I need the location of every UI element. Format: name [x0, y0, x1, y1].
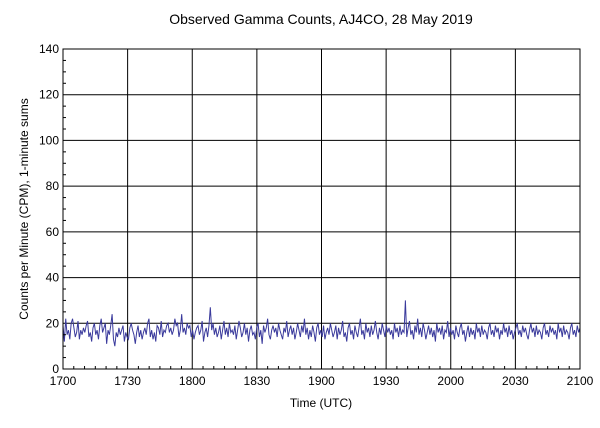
x-tick-label: 2030: [502, 374, 529, 388]
x-tick-label: 1730: [114, 374, 141, 388]
x-tick-label: 1830: [244, 374, 271, 388]
x-tick-label: 1700: [50, 374, 77, 388]
y-tick-label: 120: [39, 88, 59, 102]
x-tick-label: 1800: [179, 374, 206, 388]
y-tick-label: 0: [52, 362, 59, 376]
y-axis-label: Counts per Minute (CPM), 1-minute sums: [17, 98, 31, 319]
y-ticks: 0 20 40 60 80 100 120 140: [39, 42, 66, 376]
x-axis-label: Time (UTC): [290, 396, 352, 410]
y-tick-label: 140: [39, 42, 59, 56]
y-tick-label: 80: [46, 179, 60, 193]
series-line: [62, 300, 581, 347]
chart-title: Observed Gamma Counts, AJ4CO, 28 May 201…: [169, 11, 473, 27]
grid: [63, 49, 580, 369]
x-tick-label: 2100: [567, 374, 594, 388]
x-tick-label: 2000: [437, 374, 464, 388]
x-tick-label: 1930: [373, 374, 400, 388]
series-layer: [62, 300, 581, 347]
y-tick-label: 20: [46, 316, 60, 330]
y-tick-label: 60: [46, 225, 60, 239]
y-tick-label: 40: [46, 271, 60, 285]
x-tick-label: 1900: [308, 374, 335, 388]
y-tick-label: 100: [39, 133, 59, 147]
x-ticks: 1700 1730 1800 1830 1900 1930 2000 2030 2100: [50, 366, 594, 388]
